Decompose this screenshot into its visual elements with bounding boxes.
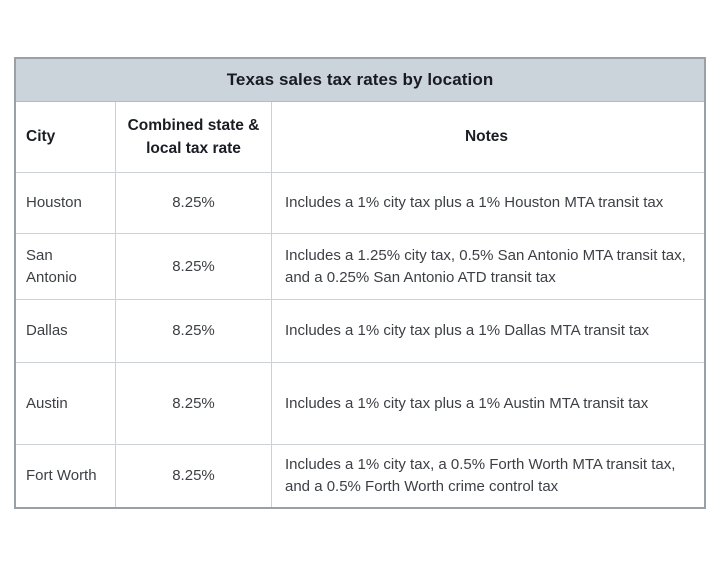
table-row: Austin 8.25% Includes a 1% city tax plus…: [16, 362, 704, 444]
table-body: Houston 8.25% Includes a 1% city tax plu…: [16, 172, 704, 507]
notes-cell: Includes a 1% city tax, a 0.5% Forth Wor…: [271, 445, 704, 507]
city-cell: San Antonio: [26, 246, 77, 286]
notes-cell: Includes a 1% city tax plus a 1% Houston…: [271, 173, 704, 233]
tax-rates-table: Texas sales tax rates by location City C…: [14, 57, 706, 509]
table-row: Houston 8.25% Includes a 1% city tax plu…: [16, 172, 704, 233]
rate-cell: 8.25%: [115, 173, 271, 233]
city-cell: Fort Worth: [26, 467, 97, 485]
table-title-bar: Texas sales tax rates by location: [16, 59, 704, 102]
city-cell: Houston: [26, 194, 82, 212]
rate-cell: 8.25%: [115, 363, 271, 444]
city-cell: Austin: [26, 394, 68, 412]
notes-cell: Includes a 1.25% city tax, 0.5% San Anto…: [271, 234, 704, 299]
column-header-rate: Combined state & local tax rate: [115, 102, 271, 172]
table-title: Texas sales tax rates by location: [226, 70, 494, 89]
column-header-notes: Notes: [271, 102, 704, 172]
table-row: Fort Worth 8.25% Includes a 1% city tax,…: [16, 444, 704, 507]
city-cell: Dallas: [26, 322, 68, 340]
rate-cell: 8.25%: [115, 234, 271, 299]
rate-cell: 8.25%: [115, 300, 271, 362]
column-header-city: City: [26, 128, 56, 146]
notes-cell: Includes a 1% city tax plus a 1% Dallas …: [271, 300, 704, 362]
notes-cell: Includes a 1% city tax plus a 1% Austin …: [271, 363, 704, 444]
rate-cell: 8.25%: [115, 445, 271, 507]
table-header-row: City Combined state & local tax rate Not…: [16, 102, 704, 172]
table-row: Dallas 8.25% Includes a 1% city tax plus…: [16, 299, 704, 362]
table-row: San Antonio 8.25% Includes a 1.25% city …: [16, 233, 704, 299]
